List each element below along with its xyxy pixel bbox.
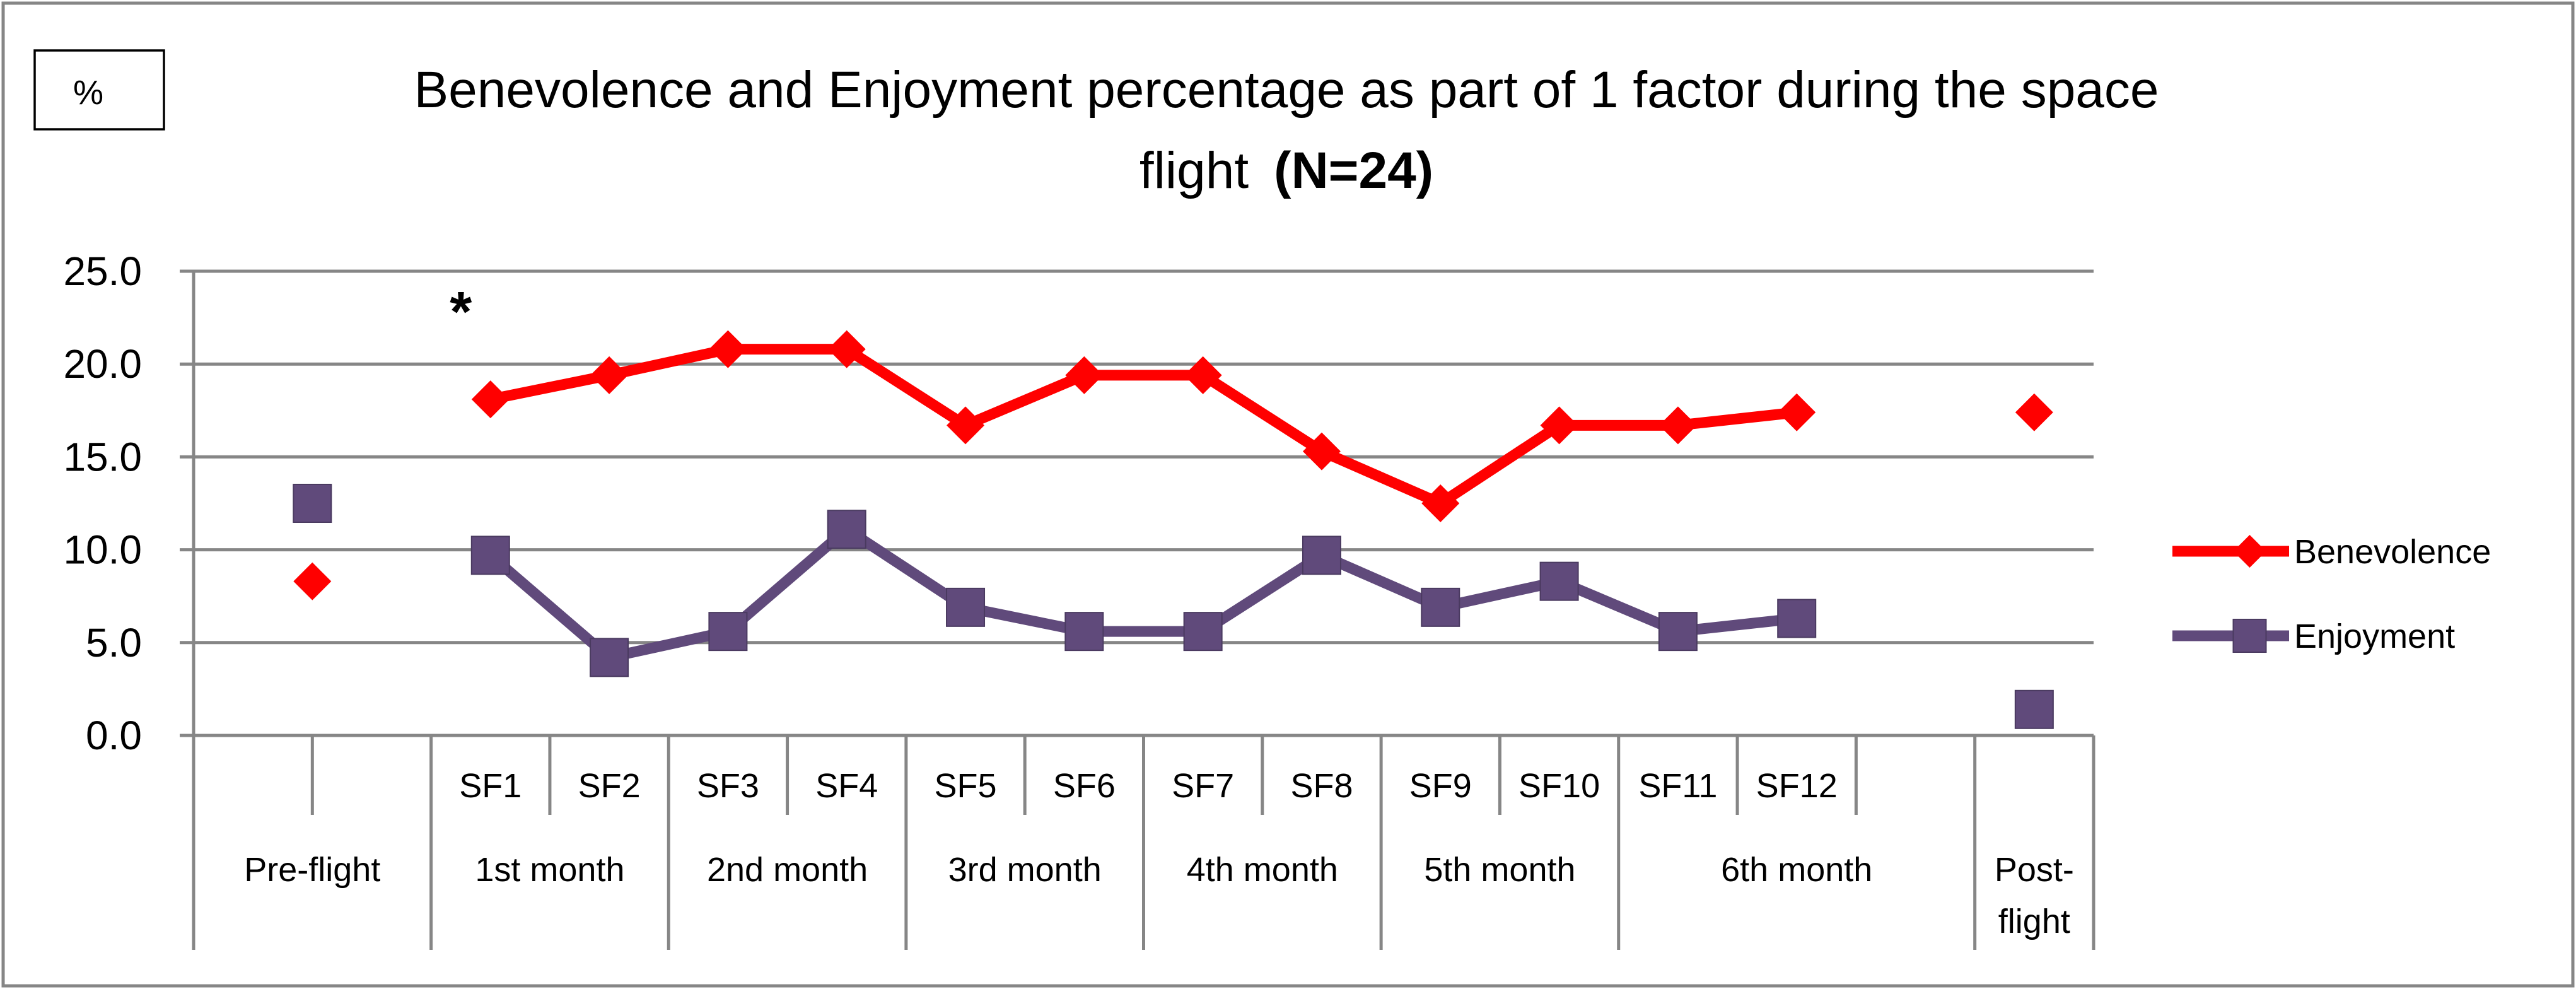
data-point-benevolence	[590, 356, 629, 394]
unit-label-box	[33, 49, 165, 131]
x-group-label: Pre-flight	[244, 851, 380, 889]
y-tick-label: 5.0	[86, 620, 142, 665]
series-markers	[293, 330, 2054, 729]
data-point-enjoyment	[708, 612, 748, 652]
data-point-benevolence	[2015, 393, 2053, 431]
x-category-label: SF1	[459, 767, 522, 805]
legend-item-enjoyment: Enjoyment	[2172, 617, 2455, 655]
legend-marker	[2233, 535, 2266, 568]
legend-label: Enjoyment	[2294, 617, 2455, 655]
y-tick-label: 20.0	[63, 341, 142, 387]
y-tick-label: 0.0	[86, 713, 142, 758]
data-point-enjoyment	[1064, 612, 1104, 652]
data-point-benevolence	[1065, 356, 1104, 394]
x-group-label: 3rd month	[948, 851, 1102, 889]
x-category-label: SF3	[697, 767, 759, 805]
y-tick-label: 15.0	[63, 434, 142, 479]
series-line-benevolence	[485, 344, 1802, 509]
legend-label: Benevolence	[2294, 533, 2491, 571]
chart-title-line-2: flight (N=24)	[1139, 142, 1433, 199]
x-group-label: 5th month	[1424, 851, 1575, 889]
data-point-benevolence	[1184, 356, 1222, 394]
x-category-label: SF6	[1053, 767, 1116, 805]
x-group-label: 1st month	[475, 851, 624, 889]
data-point-benevolence	[1302, 432, 1341, 471]
x-category-label: SF7	[1172, 767, 1234, 805]
x-category-label: SF5	[935, 767, 997, 805]
data-point-enjoyment	[470, 535, 510, 575]
data-point-benevolence	[1540, 406, 1578, 445]
data-point-enjoyment	[590, 638, 629, 677]
data-point-enjoyment	[1777, 599, 1817, 638]
data-point-enjoyment	[946, 587, 986, 627]
data-point-benevolence	[827, 330, 866, 368]
data-point-benevolence	[1421, 484, 1460, 522]
data-point-enjoyment	[2014, 689, 2054, 729]
x-group-label: flight	[1998, 903, 2070, 940]
legend-item-benevolence: Benevolence	[2172, 533, 2491, 571]
x-category-label: SF12	[1756, 767, 1838, 805]
data-point-enjoyment	[1421, 587, 1460, 627]
y-tick-label: 25.0	[63, 249, 142, 294]
x-category-label: SF9	[1409, 767, 1472, 805]
significance-marker: *	[450, 281, 472, 344]
data-point-enjoyment	[827, 510, 866, 549]
annotations: *	[450, 281, 472, 344]
y-tick-label: 10.0	[63, 527, 142, 573]
legend: Benevolence Enjoyment	[2172, 533, 2491, 655]
x-category-label: SF10	[1518, 767, 1600, 805]
data-point-benevolence	[471, 380, 510, 419]
data-point-enjoyment	[293, 484, 332, 523]
chart-title-n: (N=24)	[1274, 142, 1433, 199]
x-group-label: 2nd month	[707, 851, 868, 889]
x-group-label: 6th month	[1721, 851, 1872, 889]
data-point-benevolence	[1778, 393, 1816, 431]
data-point-enjoyment	[1183, 612, 1223, 652]
chart-title-line-1: Benevolence and Enjoyment percentage as …	[414, 61, 2159, 119]
data-point-benevolence	[293, 562, 332, 600]
x-category-label: SF11	[1638, 767, 1717, 805]
x-group-label: Post-	[1995, 851, 2074, 889]
data-point-enjoyment	[1539, 561, 1579, 601]
y-axis: 25.0 20.0 15.0 10.0 5.0 0.0	[63, 249, 195, 758]
x-category-label: SF4	[815, 767, 878, 805]
legend-marker	[2232, 619, 2267, 653]
x-category-label: SF2	[578, 767, 641, 805]
data-point-benevolence	[709, 330, 747, 368]
data-point-benevolence	[1658, 406, 1697, 445]
x-axis: SF1 SF2 SF3 SF4 SF5 SF6 SF7 SF8 SF9 SF10 SF11 SF12 P…	[192, 734, 2095, 950]
data-point-enjoyment	[1302, 535, 1341, 575]
x-group-label: 4th month	[1187, 851, 1338, 889]
series-line-enjoyment	[485, 524, 1802, 663]
unit-label: %	[73, 74, 103, 112]
data-point-enjoyment	[1658, 612, 1698, 652]
chart-title-flight: flight	[1139, 142, 1249, 199]
series-lines	[485, 344, 1802, 663]
data-point-benevolence	[947, 406, 985, 445]
x-category-label: SF8	[1290, 767, 1353, 805]
